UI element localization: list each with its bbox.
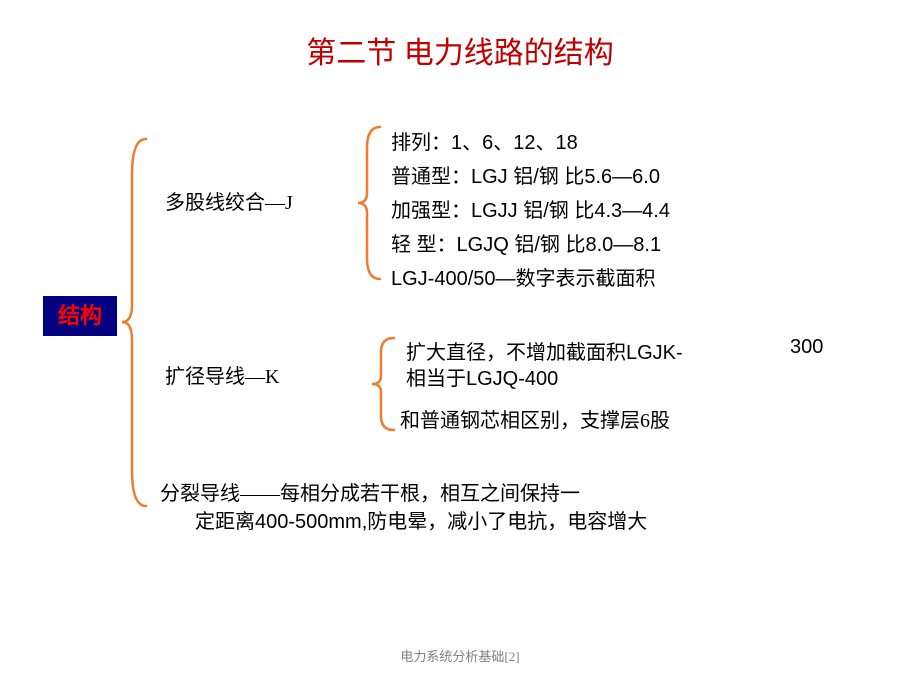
brace-k	[368, 334, 398, 434]
j-item-1: 普通型：LGJ 铝/钢 比5.6—6.0	[391, 160, 660, 189]
root-label: 结构	[43, 296, 117, 336]
footer-text: 电力系统分析基础[2]	[0, 646, 920, 665]
k-item2: 和普通钢芯相区别，支撑层6股	[400, 404, 670, 433]
k-item1-line2: 相当于LGJQ-400	[406, 362, 558, 391]
j-item-2: 加强型：LGJJ 铝/钢 比4.3—4.4	[391, 194, 670, 223]
j-item-4: LGJ-400/50—数字表示截面积	[391, 262, 656, 291]
brace-j	[354, 123, 384, 283]
slide-title: 第二节 电力线路的结构	[0, 28, 920, 72]
brace-main	[118, 135, 150, 510]
split-line2: 定距离400-500mm,防电晕，减小了电抗，电容增大	[195, 505, 647, 534]
branch-k-label: 扩径导线—K	[165, 360, 279, 389]
k-item1-line1: 扩大直径，不增加截面积LGJK-	[406, 336, 683, 365]
split-line1: 分裂导线——每相分成若干根，相互之间保持一	[160, 477, 580, 506]
branch-j-label: 多股线绞合—J	[165, 186, 293, 215]
j-item-0: 排列：1、6、12、18	[391, 126, 578, 155]
j-item-3: 轻 型：LGJQ 铝/钢 比8.0—8.1	[391, 228, 661, 257]
k-item1-num: 300	[790, 336, 823, 359]
